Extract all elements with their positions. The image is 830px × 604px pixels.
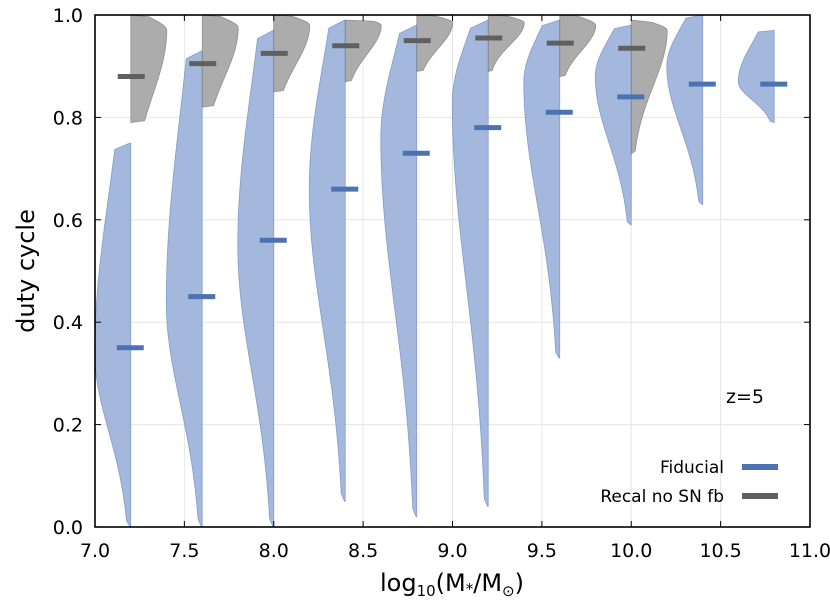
redshift-annotation: z=5 bbox=[726, 386, 764, 408]
fiducial-violin bbox=[380, 24, 418, 518]
fiducial-violin bbox=[237, 29, 275, 528]
fiducial-violin bbox=[308, 19, 346, 502]
recal-violin bbox=[201, 14, 239, 108]
legend-label-fiducial: Fiducial bbox=[660, 458, 724, 478]
fiducial-violin bbox=[594, 24, 632, 226]
medians bbox=[116, 35, 788, 351]
recal-violin bbox=[273, 14, 311, 93]
y-ticks: 0.0 0.2 0.4 0.6 0.8 1.0 bbox=[53, 5, 810, 539]
x-tick-label: 7.5 bbox=[169, 540, 199, 562]
recal-violin bbox=[130, 14, 168, 123]
recal-violin bbox=[344, 19, 382, 82]
y-tick-label: 0.8 bbox=[53, 107, 83, 129]
x-tick-label: 10.5 bbox=[699, 540, 741, 562]
y-tick-label: 0.6 bbox=[53, 210, 83, 232]
recal-violin bbox=[630, 19, 668, 154]
x-tick-label: 10.0 bbox=[610, 540, 652, 562]
x-ticks: 7.0 7.5 8.0 8.5 9.0 9.5 10.0 10.5 11.0 bbox=[80, 15, 830, 562]
legend-label-recal: Recal no SN fb bbox=[600, 487, 724, 507]
x-tick-label: 11.0 bbox=[789, 540, 830, 562]
x-tick-label: 9.0 bbox=[437, 540, 467, 562]
y-axis-label: duty cycle bbox=[12, 209, 40, 333]
recal-violin bbox=[559, 14, 597, 77]
fiducial-violin bbox=[523, 19, 561, 359]
x-tick-label: 9.5 bbox=[527, 540, 557, 562]
x-tick-label: 8.0 bbox=[259, 540, 289, 562]
fiducial-violin bbox=[666, 14, 704, 205]
y-tick-label: 0.4 bbox=[53, 312, 83, 334]
fiducial-violin bbox=[94, 142, 132, 528]
legend: Fiducial Recal no SN fb bbox=[600, 458, 778, 507]
recal-violin bbox=[416, 14, 454, 72]
y-tick-label: 0.0 bbox=[53, 517, 83, 539]
x-axis-label: log10(M*/M⊙) bbox=[380, 569, 524, 600]
recal-violin bbox=[487, 14, 525, 72]
y-tick-label: 0.2 bbox=[53, 415, 83, 437]
x-tick-label: 8.5 bbox=[348, 540, 378, 562]
y-tick-label: 1.0 bbox=[53, 5, 83, 27]
fiducial-violin bbox=[165, 50, 203, 528]
violins bbox=[94, 14, 775, 528]
x-tick-label: 7.0 bbox=[80, 540, 110, 562]
fiducial-violin bbox=[451, 19, 489, 507]
fiducial-violin bbox=[737, 29, 775, 123]
